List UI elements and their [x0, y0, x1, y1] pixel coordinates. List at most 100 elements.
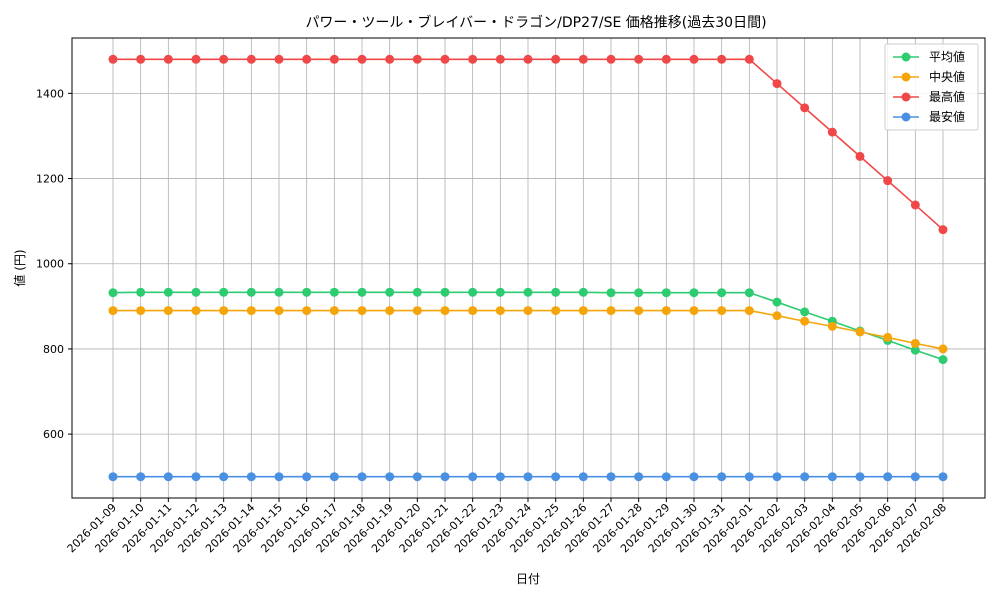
data-point	[744, 54, 754, 64]
data-point	[744, 288, 754, 298]
y-tick-label: 600	[43, 428, 64, 441]
data-point	[191, 472, 201, 482]
data-point	[772, 79, 782, 89]
data-point	[661, 472, 671, 482]
data-point	[357, 472, 367, 482]
legend-item: 平均値	[893, 49, 965, 64]
data-point	[302, 287, 312, 297]
data-point	[855, 327, 865, 337]
data-point	[302, 472, 312, 482]
legend-item: 中央値	[893, 69, 965, 84]
data-point	[523, 287, 533, 297]
x-axis-label: 日付	[516, 572, 540, 586]
y-tick-label: 1000	[36, 258, 64, 271]
data-point	[219, 54, 229, 64]
data-point	[440, 306, 450, 316]
data-point	[440, 472, 450, 482]
data-point	[191, 306, 201, 316]
data-point	[772, 472, 782, 482]
data-point	[578, 54, 588, 64]
data-point	[468, 472, 478, 482]
legend-item: 最安値	[893, 109, 965, 124]
data-point	[274, 472, 284, 482]
data-point	[329, 306, 339, 316]
data-point	[661, 306, 671, 316]
y-axis-label: 値 (円)	[12, 249, 27, 286]
y-tick-label: 800	[43, 343, 64, 356]
data-point	[246, 306, 256, 316]
data-point	[883, 332, 893, 342]
legend-item: 最高値	[893, 89, 965, 104]
data-point	[910, 472, 920, 482]
data-point	[578, 472, 588, 482]
data-point	[634, 288, 644, 298]
data-point	[136, 54, 146, 64]
data-point	[910, 338, 920, 348]
data-point	[606, 54, 616, 64]
data-point	[274, 54, 284, 64]
data-point	[163, 306, 173, 316]
data-point	[606, 288, 616, 298]
data-point	[523, 54, 533, 64]
data-point	[274, 306, 284, 316]
data-point	[938, 472, 948, 482]
y-tick-label: 1200	[36, 173, 64, 186]
legend-label: 最高値	[929, 89, 965, 104]
data-point	[606, 306, 616, 316]
data-point	[855, 472, 865, 482]
data-point	[578, 287, 588, 297]
data-point	[136, 287, 146, 297]
grid-layer	[72, 38, 985, 498]
data-point	[551, 472, 561, 482]
data-point	[910, 345, 920, 355]
data-point	[551, 54, 561, 64]
data-point	[578, 306, 588, 316]
data-point	[412, 54, 422, 64]
series-3	[108, 472, 948, 482]
data-point	[329, 287, 339, 297]
data-point	[883, 472, 893, 482]
data-point	[385, 287, 395, 297]
data-point	[551, 287, 561, 297]
data-point	[191, 287, 201, 297]
data-point	[274, 287, 284, 297]
data-point	[634, 306, 644, 316]
data-point	[689, 54, 699, 64]
data-point	[744, 306, 754, 316]
data-point	[606, 472, 616, 482]
data-point	[634, 472, 644, 482]
legend-label: 平均値	[929, 49, 965, 64]
data-point	[136, 306, 146, 316]
y-tick-label: 1400	[36, 87, 64, 100]
data-point	[412, 306, 422, 316]
data-point	[191, 54, 201, 64]
data-point	[827, 321, 837, 331]
data-point	[163, 54, 173, 64]
data-point	[495, 287, 505, 297]
data-point	[800, 307, 810, 317]
data-point	[302, 54, 312, 64]
legend-marker	[901, 92, 911, 102]
legend-label: 最安値	[929, 109, 965, 124]
data-point	[523, 472, 533, 482]
data-point	[689, 288, 699, 298]
data-point	[385, 472, 395, 482]
data-point	[440, 287, 450, 297]
data-point	[357, 287, 367, 297]
data-point	[800, 316, 810, 326]
data-point	[910, 200, 920, 210]
data-point	[412, 287, 422, 297]
data-point	[495, 472, 505, 482]
data-point	[800, 472, 810, 482]
data-point	[468, 306, 478, 316]
data-point	[219, 306, 229, 316]
data-point	[468, 287, 478, 297]
data-point	[855, 151, 865, 161]
data-point	[163, 472, 173, 482]
data-point	[495, 54, 505, 64]
data-point	[938, 344, 948, 354]
chart-title: パワー・ツール・ブレイバー・ドラゴン/DP27/SE 価格推移(過去30日間)	[305, 14, 766, 31]
